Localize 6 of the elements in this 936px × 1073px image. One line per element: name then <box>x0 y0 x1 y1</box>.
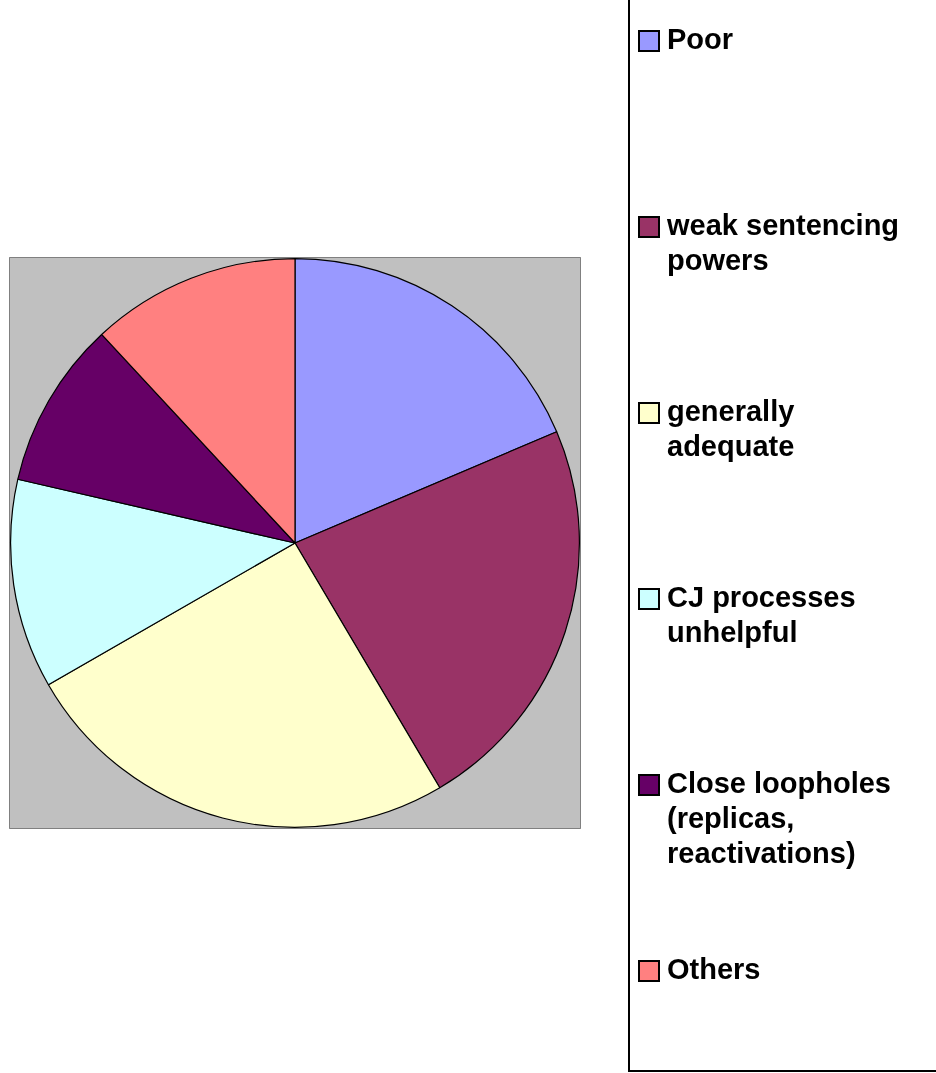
legend-label: CJ processes unhelpful <box>667 580 857 650</box>
legend-label: generally adequate <box>667 394 796 464</box>
legend-label: Others <box>667 952 762 987</box>
legend-label: Poor <box>667 22 735 57</box>
legend-label: Close loopholes (replicas, reactivations) <box>667 766 892 871</box>
legend-label: weak sentencing powers <box>667 208 901 278</box>
